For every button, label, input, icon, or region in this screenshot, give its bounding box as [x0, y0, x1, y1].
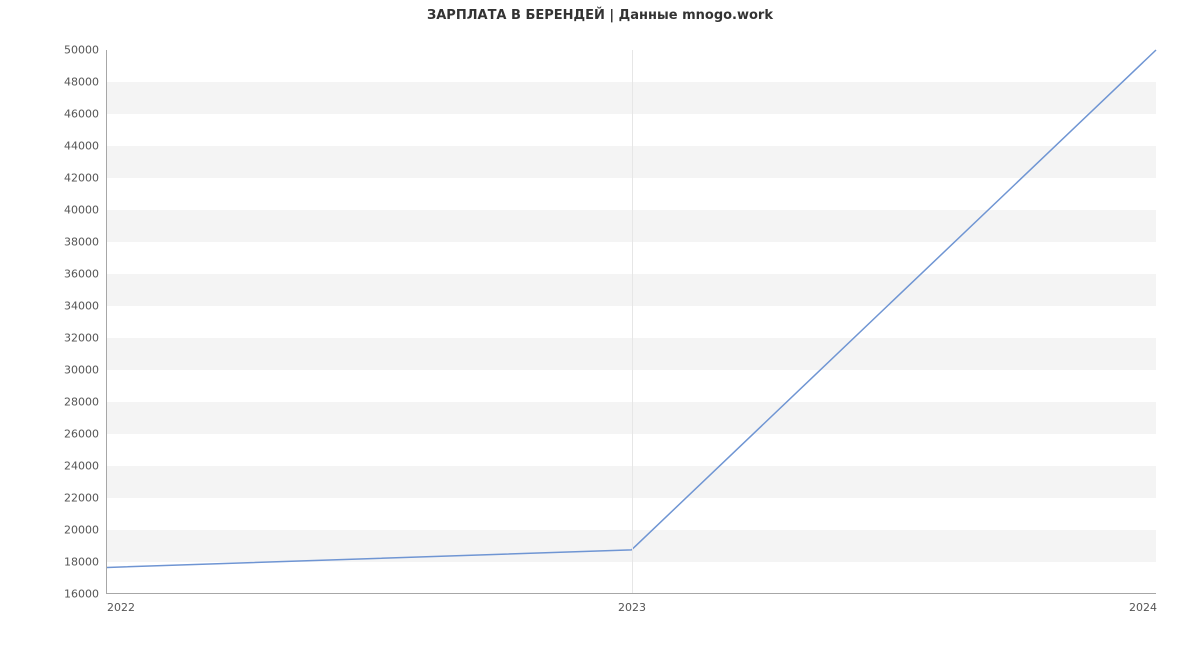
- y-tick-label: 30000: [64, 364, 107, 377]
- y-tick-label: 38000: [64, 236, 107, 249]
- y-tick-label: 42000: [64, 172, 107, 185]
- y-tick-label: 46000: [64, 108, 107, 121]
- x-tick-label: 2024: [1129, 593, 1157, 614]
- y-tick-label: 36000: [64, 268, 107, 281]
- y-tick-label: 18000: [64, 556, 107, 569]
- x-tick-label: 2022: [107, 593, 135, 614]
- x-tick-label: 2023: [618, 593, 646, 614]
- y-tick-label: 28000: [64, 396, 107, 409]
- y-tick-label: 20000: [64, 524, 107, 537]
- y-tick-label: 16000: [64, 588, 107, 601]
- y-tick-label: 26000: [64, 428, 107, 441]
- y-tick-label: 22000: [64, 492, 107, 505]
- chart-title: ЗАРПЛАТА В БЕРЕНДЕЙ | Данные mnogo.work: [0, 8, 1200, 23]
- y-tick-label: 32000: [64, 332, 107, 345]
- y-tick-label: 48000: [64, 76, 107, 89]
- y-tick-label: 40000: [64, 204, 107, 217]
- plot-area: 1600018000200002200024000260002800030000…: [106, 50, 1156, 594]
- y-tick-label: 44000: [64, 140, 107, 153]
- y-tick-label: 50000: [64, 44, 107, 57]
- y-tick-label: 34000: [64, 300, 107, 313]
- x-gridline: [632, 50, 633, 593]
- chart-container: ЗАРПЛАТА В БЕРЕНДЕЙ | Данные mnogo.work …: [0, 0, 1200, 650]
- y-tick-label: 24000: [64, 460, 107, 473]
